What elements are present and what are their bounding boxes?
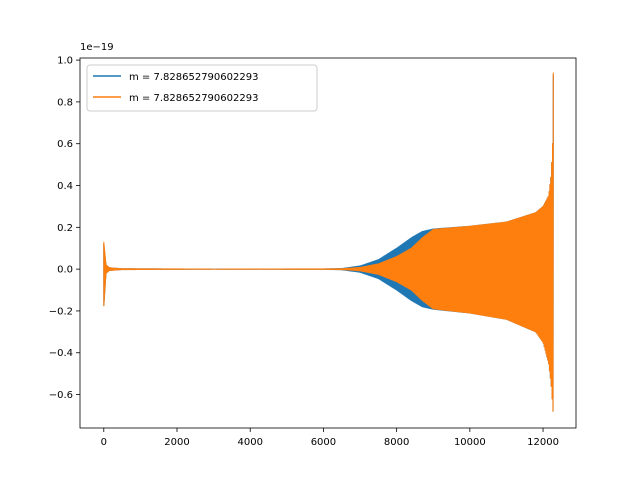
y-tick-label: 0.6 bbox=[57, 139, 73, 150]
y-axis: −0.6 −0.4 −0.2 0.0 0.2 0.4 0.6 0.8 1.0 bbox=[49, 56, 80, 401]
x-tick-label: 2000 bbox=[164, 437, 189, 448]
y-tick-label: −0.6 bbox=[49, 390, 73, 401]
y-tick-label: 0.2 bbox=[57, 223, 73, 234]
x-tick-label: 0 bbox=[101, 437, 107, 448]
legend-label-series-2: m = 7.828652790602293 bbox=[129, 93, 258, 104]
series-line-2 bbox=[103, 72, 554, 412]
y-offset-label: 1e−19 bbox=[80, 42, 114, 53]
x-tick-label: 10000 bbox=[454, 437, 486, 448]
y-tick-label: −0.2 bbox=[49, 306, 73, 317]
legend-box bbox=[86, 64, 318, 112]
axes-frame bbox=[79, 57, 577, 429]
y-tick-label: −0.4 bbox=[49, 348, 73, 359]
x-tick-label: 12000 bbox=[527, 437, 559, 448]
y-tick-label: 0.0 bbox=[57, 265, 73, 276]
x-tick-label: 8000 bbox=[384, 437, 409, 448]
legend: m = 7.828652790602293 m = 7.828652790602… bbox=[86, 64, 318, 112]
x-tick-label: 6000 bbox=[311, 437, 336, 448]
plot-area bbox=[103, 72, 554, 412]
x-axis: 0 2000 4000 6000 8000 10000 12000 bbox=[101, 428, 559, 448]
y-tick-label: 1.0 bbox=[57, 56, 73, 67]
x-tick-label: 4000 bbox=[237, 437, 262, 448]
legend-label-series-1: m = 7.828652790602293 bbox=[129, 72, 258, 83]
y-tick-label: 0.4 bbox=[57, 181, 73, 192]
y-tick-label: 0.8 bbox=[57, 97, 73, 108]
